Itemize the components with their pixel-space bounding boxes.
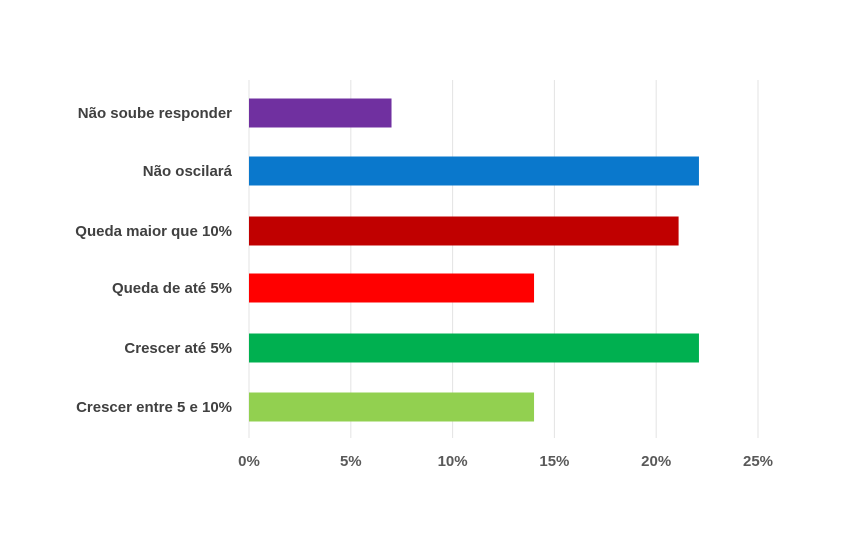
bar [249, 333, 699, 363]
category-labels: Não soube responder Não oscilará Queda mai… [75, 105, 232, 416]
x-tick-label: 10% [438, 453, 468, 470]
category-label: Não soube responder [78, 105, 232, 122]
x-tick-label: 0% [238, 453, 260, 470]
bar [249, 216, 679, 246]
x-tick-label: 15% [539, 453, 569, 470]
bar [249, 98, 392, 128]
bars [249, 98, 699, 422]
gridlines [248, 80, 759, 438]
bar [249, 392, 535, 422]
category-label: Queda maior que 10% [75, 223, 232, 240]
x-tick-label: 20% [641, 453, 671, 470]
x-tick-label: 25% [743, 453, 773, 470]
bar [249, 156, 699, 186]
bar [249, 273, 535, 303]
category-label: Queda de até 5% [112, 280, 232, 297]
x-tick-label: 5% [340, 453, 362, 470]
category-label: Crescer até 5% [124, 340, 232, 357]
x-tick-labels: 0% 5% 10% 15% 20% 25% [238, 453, 773, 470]
category-label: Não oscilará [143, 163, 233, 180]
category-label: Crescer entre 5 e 10% [76, 399, 232, 416]
